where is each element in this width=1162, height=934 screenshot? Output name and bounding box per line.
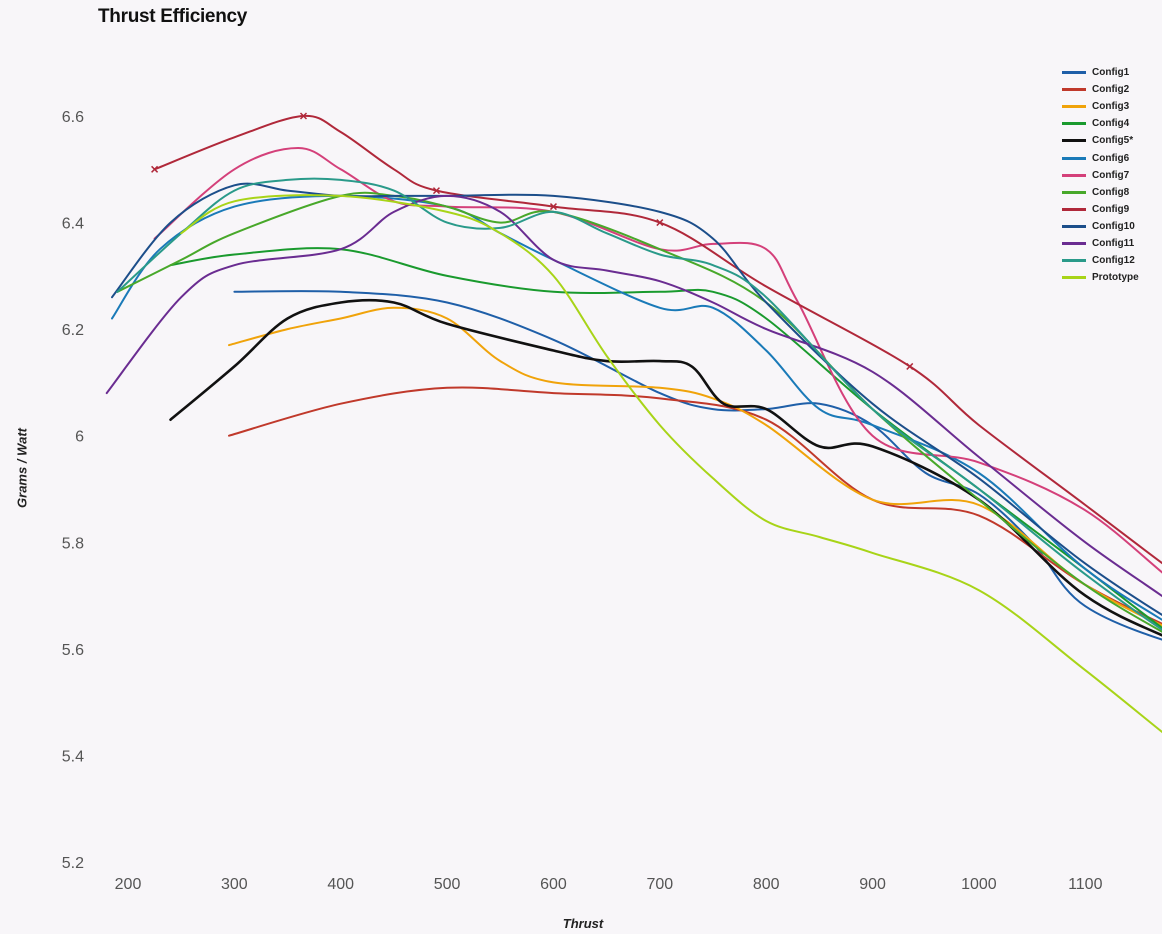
- legend-swatch: [1062, 88, 1086, 92]
- legend-label: Config4: [1092, 118, 1130, 130]
- x-axis-label: Thrust: [562, 916, 604, 931]
- x-tick-label: 800: [753, 876, 780, 893]
- y-axis-ticks: 6.6 6.4 6.2 6 5.8 5.6 5.4 5.2: [62, 109, 84, 872]
- legend-label: Config10: [1092, 220, 1135, 232]
- legend-item[interactable]: Config6: [1062, 149, 1139, 166]
- y-tick-label: 6.2: [62, 322, 84, 339]
- legend-label: Config3: [1092, 101, 1130, 113]
- x-tick-label: 1000: [961, 876, 997, 893]
- legend-item[interactable]: Config2: [1062, 81, 1139, 98]
- x-tick-label: 1100: [1068, 876, 1103, 893]
- legend-item[interactable]: Config1: [1062, 64, 1139, 81]
- legend-swatch: [1062, 139, 1086, 143]
- legend-swatch: [1062, 241, 1086, 245]
- legend-item[interactable]: Config11: [1062, 235, 1139, 252]
- legend-item[interactable]: Config9: [1062, 201, 1139, 218]
- y-tick-label: 6.4: [62, 216, 84, 233]
- legend-swatch: [1062, 156, 1086, 160]
- x-axis-ticks: 2003004005006007008009001000110012001300: [115, 876, 1103, 893]
- series-line-prototype: [180, 194, 1162, 734]
- series-marker: [151, 165, 159, 173]
- legend: Config1 Config2 Config3 Config4 Config5* Conf…: [1062, 64, 1139, 286]
- y-tick-label: 5.6: [62, 642, 84, 659]
- legend-swatch: [1062, 105, 1086, 109]
- y-tick-label: 6: [75, 429, 84, 446]
- x-tick-label: 300: [221, 876, 248, 893]
- legend-item[interactable]: Config8: [1062, 184, 1139, 201]
- series-marker: [432, 187, 440, 195]
- x-tick-label: 200: [115, 876, 142, 893]
- legend-label: Config1: [1092, 67, 1130, 79]
- y-tick-label: 6.6: [62, 109, 84, 126]
- legend-item[interactable]: Config7: [1062, 167, 1139, 184]
- x-tick-label: 500: [434, 876, 461, 893]
- legend-item[interactable]: Config4: [1062, 115, 1139, 132]
- legend-item[interactable]: Config12: [1062, 252, 1139, 269]
- legend-swatch: [1062, 122, 1086, 126]
- x-tick-label: 400: [327, 876, 354, 893]
- series-marker: [299, 112, 308, 120]
- legend-label: Config9: [1092, 203, 1130, 215]
- legend-label: Config7: [1092, 169, 1130, 181]
- legend-swatch: [1062, 276, 1086, 280]
- series-marker: [656, 219, 664, 227]
- series-line-config8: [116, 191, 1162, 633]
- legend-swatch: [1062, 224, 1086, 228]
- y-tick-label: 5.4: [62, 748, 84, 765]
- legend-swatch: [1062, 259, 1086, 263]
- series-line-config11: [105, 194, 1162, 598]
- legend-swatch: [1062, 207, 1086, 211]
- legend-item[interactable]: Config3: [1062, 98, 1139, 115]
- series-line-config6: [111, 194, 1162, 621]
- legend-label: Config5*: [1092, 135, 1134, 147]
- series-marker: [906, 362, 914, 370]
- series-marker: [549, 203, 557, 211]
- x-tick-label: 900: [859, 876, 886, 893]
- chart-title: Thrust Efficiency: [98, 6, 248, 27]
- series-line-config3: [228, 306, 1162, 627]
- legend-swatch: [1062, 71, 1086, 75]
- series-line-config5: [169, 298, 1162, 637]
- legend-label: Config11: [1092, 237, 1135, 249]
- legend-label: Config8: [1092, 186, 1130, 198]
- series-line-config9: [153, 114, 1162, 565]
- series-line-config1: [233, 290, 1162, 641]
- legend-label: Config6: [1092, 152, 1130, 164]
- series-line-config10: [111, 182, 1162, 617]
- legend-label: Prototype: [1092, 272, 1139, 284]
- legend-item[interactable]: Prototype: [1062, 269, 1139, 286]
- series-line-config7: [153, 147, 1162, 574]
- y-tick-label: 5.2: [62, 855, 84, 872]
- series-line-config12: [116, 177, 1162, 631]
- legend-swatch: [1062, 173, 1086, 177]
- legend-item[interactable]: Config10: [1062, 218, 1139, 235]
- x-tick-label: 700: [646, 876, 673, 893]
- y-tick-label: 5.8: [62, 535, 84, 552]
- x-tick-label: 600: [540, 876, 567, 893]
- legend-swatch: [1062, 190, 1086, 194]
- legend-label: Config12: [1092, 255, 1135, 267]
- legend-item[interactable]: Config5*: [1062, 132, 1139, 149]
- legend-label: Config2: [1092, 84, 1130, 96]
- series-lines: [105, 112, 1162, 734]
